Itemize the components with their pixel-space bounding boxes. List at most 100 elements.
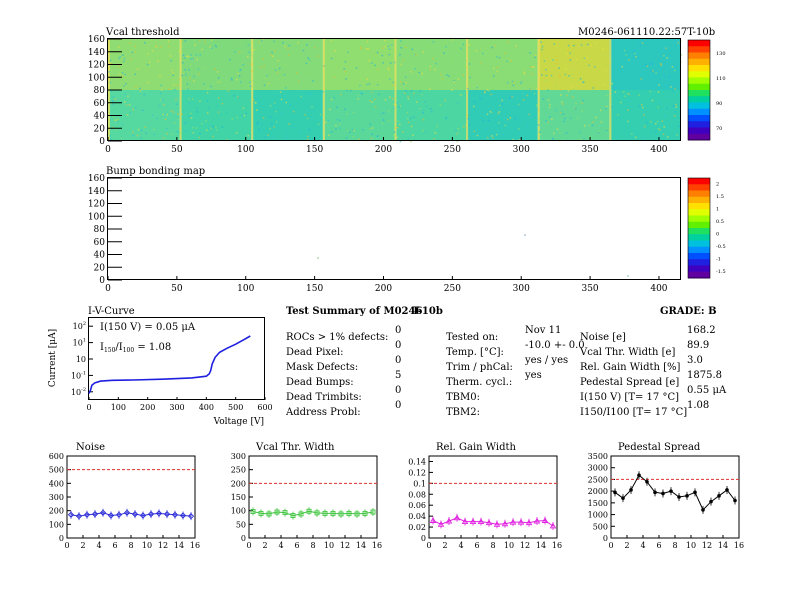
pixel-speck (566, 94, 568, 97)
pixel-speck (336, 66, 338, 69)
pixel-speck (125, 82, 127, 85)
pixel-speck (344, 61, 347, 63)
roc-cell (251, 90, 323, 141)
pixel-speck (211, 47, 213, 49)
pixel-speck (666, 107, 668, 110)
pixel-speck (186, 55, 188, 58)
pixel-speck (194, 44, 196, 46)
pixel-speck (197, 68, 200, 71)
palette-label: 1 (716, 207, 719, 213)
y-tick-label: 60 (94, 238, 106, 248)
pixel-speck (134, 73, 136, 75)
x-tick-label: 4 (278, 541, 283, 550)
palette-band (688, 234, 710, 241)
result-value: 1.08 (687, 400, 710, 411)
pixel-speck (460, 47, 462, 50)
pixel-speck (153, 128, 155, 131)
pixel-speck (179, 132, 182, 134)
pixel-speck (307, 135, 309, 138)
y-tick-label: 200 (49, 507, 64, 516)
pixel-speck (140, 137, 143, 139)
x-tick-label: 150 (306, 284, 323, 294)
bump-axes: 0 50 100 150 200 250 300 350 400 0 20 40 60 80 100 120 1… (88, 174, 668, 294)
pixel-speck (539, 133, 542, 135)
data-point (733, 498, 737, 503)
pixel-speck (322, 65, 325, 68)
pixel-speck (635, 56, 638, 58)
pixel-speck (462, 74, 464, 76)
pixel-speck (117, 119, 120, 121)
pixel-speck (424, 101, 426, 103)
pixel-speck (137, 76, 140, 79)
pixel-speck (216, 105, 219, 107)
pixel-speck (157, 60, 159, 62)
pixel-speck (357, 98, 360, 100)
pixel-speck (558, 67, 560, 69)
pixel-speck (501, 103, 504, 105)
pixel-speck (155, 45, 157, 48)
pixel-speck (274, 69, 277, 71)
pixel-speck (514, 106, 517, 109)
data-point (266, 511, 272, 517)
pixel-speck (534, 108, 537, 111)
vcal-width-chart: 0 50 100 150 200 250 300 0 2 4 6 8 10 12 14 16 (231, 452, 382, 550)
pixel-speck (427, 46, 429, 48)
roc-edge (322, 39, 325, 90)
pixel-speck (388, 68, 390, 71)
pixel-speck (440, 54, 443, 56)
pixel-speck (158, 70, 161, 72)
pixel-speck (176, 64, 178, 67)
y-tick-label: 0 (99, 276, 105, 286)
x-tick-label: 200 (375, 145, 392, 155)
pixel-speck (608, 61, 611, 63)
pixel-speck (660, 64, 663, 66)
pixel-speck (247, 84, 250, 86)
pixel-speck (554, 45, 557, 47)
palette-band (688, 265, 710, 273)
pixel-speck (414, 67, 416, 70)
pixel-speck (253, 49, 256, 51)
pixel-speck (355, 67, 358, 69)
pixel-speck (181, 44, 183, 47)
pixel-speck (399, 105, 401, 107)
pixel-speck (146, 63, 149, 66)
pixel-speck (456, 132, 459, 135)
pixel-speck (151, 50, 154, 52)
x-tick-label: 6 (294, 541, 299, 550)
pixel-speck (509, 83, 511, 85)
pixel-speck (568, 74, 570, 77)
y-tick-label: 0 (241, 534, 246, 543)
pixel-speck (415, 54, 417, 56)
pixel-speck (371, 91, 374, 94)
y-tick-label: 100 (88, 73, 105, 83)
pixel-speck (297, 80, 300, 83)
pixel-speck (404, 92, 406, 95)
pixel-speck (206, 112, 209, 114)
pixel-speck (594, 66, 596, 68)
y-tick-label: 0.04 (408, 512, 426, 521)
pixel-speck (140, 129, 143, 132)
pixel-speck (189, 77, 191, 80)
pixel-speck (616, 135, 618, 138)
pixel-speck (490, 111, 493, 114)
pixel-speck (465, 47, 468, 50)
pixel-speck (151, 74, 153, 76)
data-point (493, 520, 501, 527)
vcal-roc-grid (108, 39, 683, 143)
pixel-speck (399, 53, 401, 56)
pixel-speck (164, 118, 167, 120)
pixel-speck (258, 40, 260, 43)
pixel-speck (530, 66, 532, 68)
data-point (437, 520, 445, 527)
pixel-speck (525, 49, 527, 52)
y-tick-label: 1500 (588, 499, 608, 508)
data-point (99, 509, 107, 516)
defect-value: 0 (395, 340, 402, 351)
pixel-speck (402, 59, 405, 62)
roc-cell (609, 90, 681, 141)
x-tick-label: 14 (536, 541, 546, 550)
y-tick-label: 300 (49, 493, 64, 502)
pixel-speck (166, 132, 169, 135)
pixel-speck (625, 53, 627, 56)
pixel-speck (511, 95, 513, 98)
